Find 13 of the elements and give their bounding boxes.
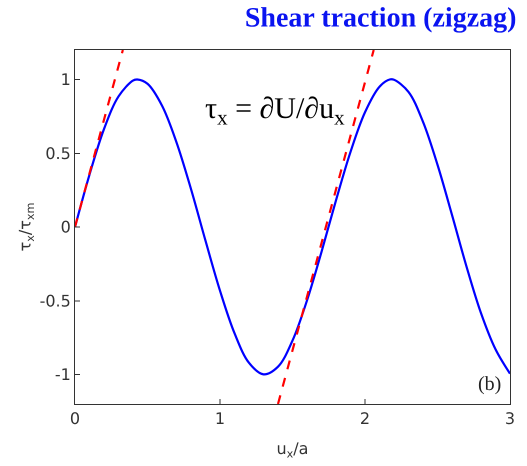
chart-title: Shear traction (zigzag) (244, 2, 516, 34)
line-series (75, 78, 510, 376)
x-tick-label: 1 (214, 409, 226, 428)
y-tick-label: 1 (60, 70, 71, 90)
annotation: τ$_{x}$ = ∂U/∂u$_{x}$ (205, 92, 346, 130)
x-axis-title: u$_{x}$/a (276, 438, 308, 460)
y-tick-label: 0.5 (45, 144, 71, 163)
y-tick-label: 0 (60, 218, 71, 237)
y-tick-label: -0.5 (40, 291, 71, 310)
x-tick-label: 2 (360, 409, 370, 428)
annotation: (b) (478, 373, 502, 395)
y-tick-label: -1 (54, 365, 71, 384)
x-tick-label: 3 (504, 409, 516, 428)
